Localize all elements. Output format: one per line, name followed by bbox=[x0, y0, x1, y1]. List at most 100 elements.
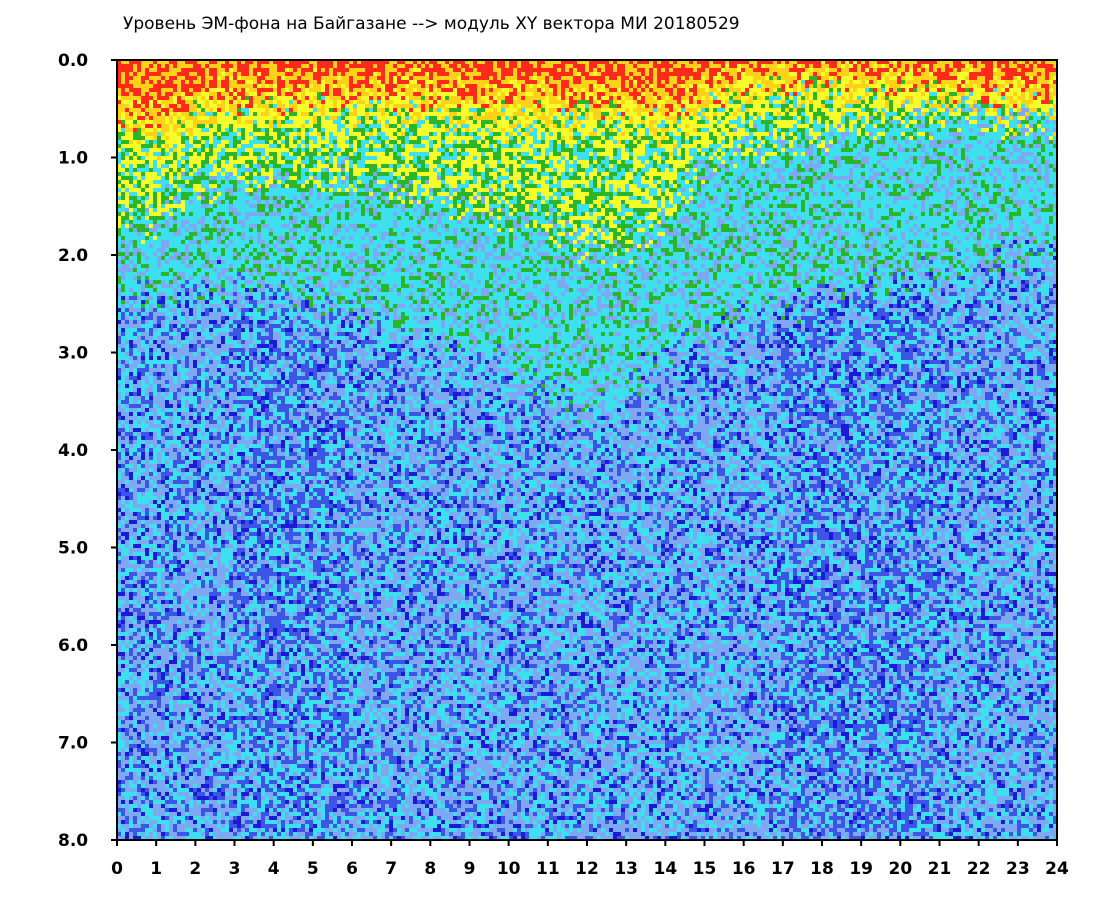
heatmap-cell bbox=[177, 748, 181, 752]
heatmap-cell bbox=[173, 728, 177, 732]
heatmap-cell bbox=[125, 708, 129, 712]
heatmap-cell bbox=[189, 820, 193, 824]
heatmap-cell bbox=[157, 684, 161, 688]
heatmap-cell bbox=[209, 188, 213, 192]
heatmap-cell bbox=[157, 508, 161, 512]
heatmap-cell bbox=[173, 348, 177, 352]
heatmap-cell bbox=[125, 532, 129, 536]
heatmap-cell bbox=[209, 688, 213, 692]
heatmap-cell bbox=[209, 276, 213, 280]
heatmap-cell bbox=[121, 824, 125, 828]
heatmap-cell bbox=[129, 84, 133, 88]
heatmap-cell bbox=[121, 180, 125, 184]
heatmap-cell bbox=[145, 704, 149, 708]
heatmap-cell bbox=[161, 620, 165, 624]
heatmap-cell bbox=[177, 444, 181, 448]
heatmap-cell bbox=[121, 548, 125, 552]
heatmap-cell bbox=[177, 92, 181, 96]
heatmap-cell bbox=[161, 416, 165, 420]
heatmap-cell bbox=[169, 220, 173, 224]
heatmap-cell bbox=[185, 440, 189, 444]
heatmap-cell bbox=[157, 296, 161, 300]
heatmap-cell bbox=[137, 348, 141, 352]
heatmap-cell bbox=[141, 116, 145, 120]
heatmap-cell bbox=[213, 260, 217, 264]
heatmap-cell bbox=[189, 360, 193, 364]
heatmap-cell bbox=[161, 256, 165, 260]
heatmap-cell bbox=[169, 92, 173, 96]
heatmap-cell bbox=[181, 792, 185, 796]
heatmap-cell bbox=[185, 196, 189, 200]
heatmap-cell bbox=[169, 772, 173, 776]
heatmap-cell bbox=[137, 496, 141, 500]
heatmap-cell bbox=[201, 220, 205, 224]
heatmap-cell bbox=[157, 252, 161, 256]
heatmap-cell bbox=[153, 656, 157, 660]
heatmap-cell bbox=[201, 96, 205, 100]
heatmap-cell bbox=[181, 88, 185, 92]
heatmap-cell bbox=[185, 512, 189, 516]
heatmap-cell bbox=[197, 204, 201, 208]
heatmap-cell bbox=[121, 452, 125, 456]
heatmap-cell bbox=[197, 412, 201, 416]
heatmap-cell bbox=[173, 200, 177, 204]
heatmap-cell bbox=[201, 264, 205, 268]
heatmap-cell bbox=[177, 216, 181, 220]
heatmap-cell bbox=[181, 504, 185, 508]
heatmap-cell bbox=[217, 432, 221, 436]
heatmap-cell bbox=[145, 668, 149, 672]
heatmap-cell bbox=[129, 424, 133, 428]
heatmap-cell bbox=[217, 276, 221, 280]
heatmap-cell bbox=[141, 276, 145, 280]
heatmap-cell bbox=[181, 304, 185, 308]
heatmap-cell bbox=[161, 596, 165, 600]
heatmap-cell bbox=[213, 452, 217, 456]
heatmap-cell bbox=[165, 380, 169, 384]
heatmap-cell bbox=[169, 728, 173, 732]
heatmap-cell bbox=[189, 592, 193, 596]
heatmap-cell bbox=[169, 692, 173, 696]
heatmap-cell bbox=[129, 792, 133, 796]
heatmap-cell bbox=[137, 772, 141, 776]
heatmap-cell bbox=[157, 100, 161, 104]
heatmap-cell bbox=[165, 644, 169, 648]
heatmap-cell bbox=[157, 780, 161, 784]
heatmap-cell bbox=[197, 500, 201, 504]
heatmap-cell bbox=[193, 124, 197, 128]
heatmap-cell bbox=[185, 644, 189, 648]
heatmap-cell bbox=[141, 784, 145, 788]
heatmap-cell bbox=[145, 496, 149, 500]
heatmap-cell bbox=[153, 152, 157, 156]
heatmap-cell bbox=[169, 632, 173, 636]
heatmap-cell bbox=[197, 100, 201, 104]
heatmap-cell bbox=[181, 572, 185, 576]
heatmap-cell bbox=[209, 692, 213, 696]
heatmap-cell bbox=[161, 652, 165, 656]
heatmap-cell bbox=[153, 592, 157, 596]
heatmap-cell bbox=[141, 220, 145, 224]
heatmap-cell bbox=[137, 536, 141, 540]
heatmap-cell bbox=[121, 448, 125, 452]
heatmap-cell bbox=[217, 264, 221, 268]
heatmap-cell bbox=[181, 636, 185, 640]
heatmap-cell bbox=[209, 808, 213, 812]
heatmap-cell bbox=[169, 248, 173, 252]
heatmap-cell bbox=[145, 460, 149, 464]
heatmap-cell bbox=[189, 88, 193, 92]
heatmap-cell bbox=[213, 648, 217, 652]
heatmap-cell bbox=[121, 156, 125, 160]
heatmap-cell bbox=[177, 600, 181, 604]
heatmap-cell bbox=[197, 720, 201, 724]
heatmap-cell bbox=[205, 344, 209, 348]
heatmap-cell bbox=[217, 380, 221, 384]
heatmap-cell bbox=[125, 740, 129, 744]
heatmap-cell bbox=[189, 228, 193, 232]
heatmap-cell bbox=[177, 308, 181, 312]
heatmap-cell bbox=[145, 456, 149, 460]
heatmap-cell bbox=[205, 552, 209, 556]
heatmap-cell bbox=[209, 232, 213, 236]
heatmap-cell bbox=[209, 296, 213, 300]
heatmap-cell bbox=[157, 180, 161, 184]
heatmap-cell bbox=[121, 376, 125, 380]
heatmap-cell bbox=[193, 524, 197, 528]
